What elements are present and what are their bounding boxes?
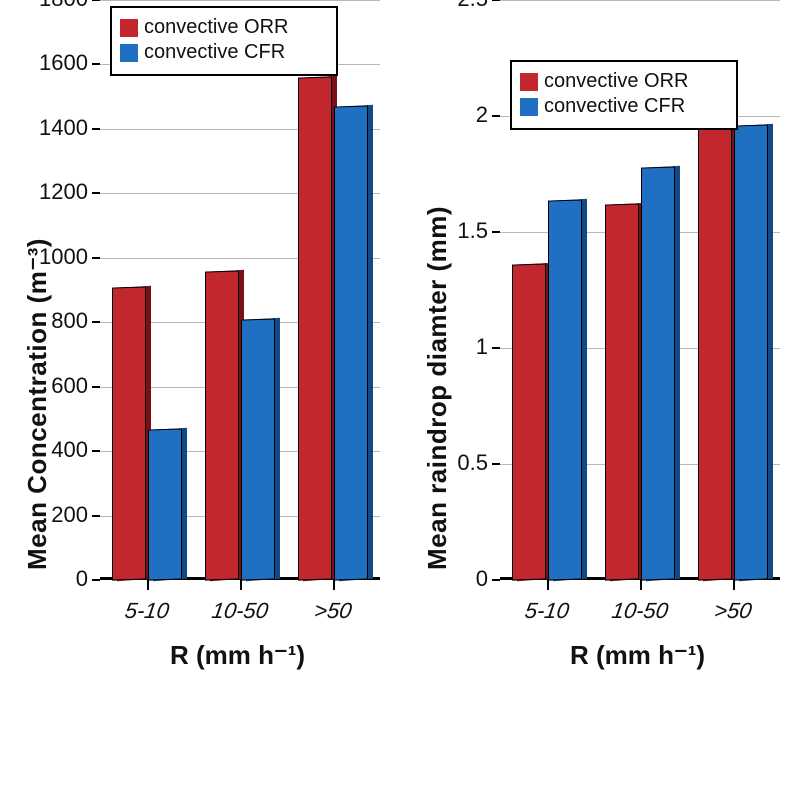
left_chart-legend: convective ORRconvective CFR [110,6,338,76]
right_chart-xtick-mark [640,580,642,590]
left_chart-x-axis-label: R (mm h⁻¹) [170,640,305,671]
right_chart-legend-row-orr: convective ORR [520,70,726,93]
right_chart-gridline [500,0,780,1]
right_chart-ytick-mark [492,231,500,233]
left_chart-legend-text-cfr: convective CFR [144,41,285,64]
right_chart-bar-cfr [641,166,675,580]
right_chart-ytick-mark [492,115,500,117]
right_chart-ytick-mark [492,463,500,465]
right_chart-ytick-mark [492,347,500,349]
left_chart-ytick-mark [92,321,100,323]
left_chart-xtick-mark [147,580,149,590]
left_chart-ytick-mark [92,386,100,388]
right_chart-bar-orr [605,204,639,581]
right_chart-legend-swatch-orr [520,73,538,91]
left_chart-ytick-mark [92,0,100,1]
left_chart-ytick-mark [92,192,100,194]
left_chart-xtick-mark [240,580,242,590]
left_chart-xtick-label: 5-10 [100,598,194,624]
right_chart-bar-cfr [734,125,768,581]
left_chart-legend-swatch-orr [120,19,138,37]
left_chart-bar-orr [298,77,332,581]
right_chart-legend: convective ORRconvective CFR [510,60,738,130]
right_chart-x-axis-label: R (mm h⁻¹) [570,640,705,671]
left_chart-bar-cfr [241,318,275,580]
left_chart-ytick-mark [92,515,100,517]
right_chart-xtick-label: 10-50 [593,598,687,624]
left_chart-ytick-mark [92,579,100,581]
left_chart-y-axis-label: Mean Concentration (m⁻³) [22,238,53,570]
right_chart-bar-cfr [548,199,582,581]
left_chart-ytick-mark [92,450,100,452]
left_chart-xtick-label: 10-50 [193,598,287,624]
left_chart-ytick-label: 1600 [30,50,88,76]
left_chart-plot-area [100,0,380,580]
right_chart-xtick-mark [733,580,735,590]
left_chart-bar-cfr [334,106,368,581]
left_chart-bar-orr [112,286,146,580]
left_chart-legend-text-orr: convective ORR [144,16,289,39]
right_chart-ytick-mark [492,579,500,581]
left_chart-bar-cfr [148,428,182,581]
left_chart-ytick-label: 1200 [30,179,88,205]
right_chart-legend-text-cfr: convective CFR [544,95,685,118]
right_chart-xtick-label: 5-10 [500,598,594,624]
right_chart-legend-row-cfr: convective CFR [520,95,726,118]
left_chart-legend-row-orr: convective ORR [120,16,326,39]
left_chart-ytick-mark [92,128,100,130]
left_chart-bar-orr [205,270,239,581]
right_chart-ytick-label: 2 [430,102,488,128]
right_chart-ytick-mark [492,0,500,1]
left_chart-ytick-label: 1800 [30,0,88,12]
right_chart-legend-text-orr: convective ORR [544,70,689,93]
left_chart-legend-row-cfr: convective CFR [120,41,326,64]
left_chart-legend-swatch-cfr [120,44,138,62]
left_chart-xtick-label: >50 [287,598,381,624]
left_chart-xtick-mark [333,580,335,590]
right_chart-bar-orr [512,264,546,581]
right_chart-xtick-mark [547,580,549,590]
left_chart-ytick-mark [92,63,100,65]
right_chart-y-axis-label: Mean raindrop diamter (mm) [422,206,453,570]
right_chart-ytick-label: 2.5 [430,0,488,12]
left_chart-ytick-mark [92,257,100,259]
charts-canvas: 0200400600800100012001400160018005-1010-… [0,0,800,800]
right_chart-legend-swatch-cfr [520,98,538,116]
left_chart-ytick-label: 1400 [30,115,88,141]
left_chart-gridline [100,0,380,1]
right_chart-xtick-label: >50 [687,598,781,624]
right_chart-bar-orr [698,88,732,581]
